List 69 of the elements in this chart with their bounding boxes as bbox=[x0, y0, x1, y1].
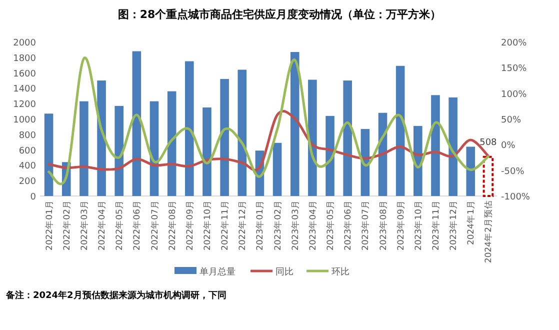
x-tick-label: 2022年04月 bbox=[96, 200, 108, 250]
bar bbox=[431, 95, 440, 196]
bar bbox=[132, 51, 142, 196]
y2-tick-label: -50% bbox=[501, 166, 525, 177]
x-tick-label: 2022年08月 bbox=[166, 200, 178, 250]
y2-tick-label: -100% bbox=[501, 192, 530, 202]
y-tick-label: 1400 bbox=[13, 84, 36, 95]
y2-tick-label: 100% bbox=[501, 90, 528, 100]
x-tick-label: 2023年06月 bbox=[342, 200, 354, 250]
x-tick-label: 2022年10月 bbox=[202, 200, 213, 250]
y-tick-label: 600 bbox=[18, 146, 36, 156]
bar bbox=[343, 80, 352, 196]
bar bbox=[308, 80, 317, 196]
legend-label: 同比 bbox=[276, 266, 294, 278]
y2-tick-label: 150% bbox=[501, 64, 528, 74]
bar bbox=[114, 106, 124, 196]
x-tick-label: 2023年05月 bbox=[325, 200, 336, 250]
x-tick-label: 2022年07月 bbox=[149, 200, 160, 250]
x-tick-label: 2022年03月 bbox=[78, 200, 90, 250]
chart-title: 图：28个重点城市商品住宅供应月度变动情况（单位：万平方米） bbox=[118, 8, 442, 21]
x-tick-label: 2022年06月 bbox=[132, 200, 143, 250]
text: 备注：2024年2月预估数据来源为城市机构调研，下同 bbox=[5, 290, 226, 301]
bar bbox=[185, 61, 194, 196]
x-tick-label: 2023年11月 bbox=[430, 200, 442, 250]
y-tick-label: 2000 bbox=[13, 38, 36, 48]
bar bbox=[167, 91, 176, 196]
x-tick-label: 2022年11月 bbox=[220, 200, 231, 250]
y2-tick-label: 200% bbox=[501, 38, 528, 48]
y2-tick-label: 50% bbox=[501, 116, 522, 126]
y-tick-label: 200 bbox=[18, 177, 36, 188]
bar bbox=[44, 114, 54, 196]
bar bbox=[290, 52, 300, 196]
y-tick-label: 0 bbox=[30, 192, 36, 202]
legend-label: 单月总量 bbox=[200, 266, 236, 278]
y-tick-label: 1200 bbox=[13, 100, 36, 110]
x-tick-label: 2024年2月预估 bbox=[483, 200, 494, 264]
bar bbox=[326, 116, 334, 196]
x-tick-label: 2024年1月 bbox=[466, 200, 477, 246]
bar bbox=[272, 142, 282, 196]
y2-tick-label: 0% bbox=[501, 141, 516, 152]
x-tick-label: 2022年12月 bbox=[237, 200, 248, 250]
y-tick-label: 1600 bbox=[13, 69, 36, 80]
bar bbox=[202, 107, 212, 196]
x-tick-label: 2023年10月 bbox=[412, 200, 424, 250]
x-tick-label: 2023年01月 bbox=[254, 200, 266, 250]
x-tick-label: 2022年02月 bbox=[61, 200, 72, 250]
bar bbox=[414, 126, 422, 196]
x-tick-label: 2022年01月 bbox=[44, 200, 55, 250]
x-tick-label: 2023年08月 bbox=[378, 200, 389, 250]
x-tick-label: 2022年09月 bbox=[184, 200, 196, 250]
x-tick-label: 2023年03月 bbox=[290, 200, 301, 250]
x-tick-label: 2022年05月 bbox=[114, 200, 126, 250]
bar bbox=[238, 70, 247, 196]
x-tick-label: 2023年09月 bbox=[395, 200, 406, 250]
bar bbox=[448, 97, 458, 196]
y-tick-label: 400 bbox=[18, 162, 36, 172]
data-label: 508 bbox=[480, 138, 498, 148]
bar bbox=[396, 66, 405, 196]
bar bbox=[80, 101, 88, 196]
x-tick-label: 2023年12月 bbox=[448, 200, 460, 250]
x-tick-label: 2023年02月 bbox=[272, 200, 284, 250]
bar bbox=[466, 146, 476, 196]
y-tick-label: 1000 bbox=[13, 116, 36, 126]
bar bbox=[220, 78, 229, 196]
y-tick-label: 800 bbox=[18, 130, 36, 141]
x-tick-label: 2023年04月 bbox=[307, 200, 318, 250]
x-tick-label: 2023年07月 bbox=[360, 200, 372, 250]
legend-label: 环比 bbox=[332, 266, 350, 278]
y-tick-label: 1800 bbox=[13, 54, 36, 64]
